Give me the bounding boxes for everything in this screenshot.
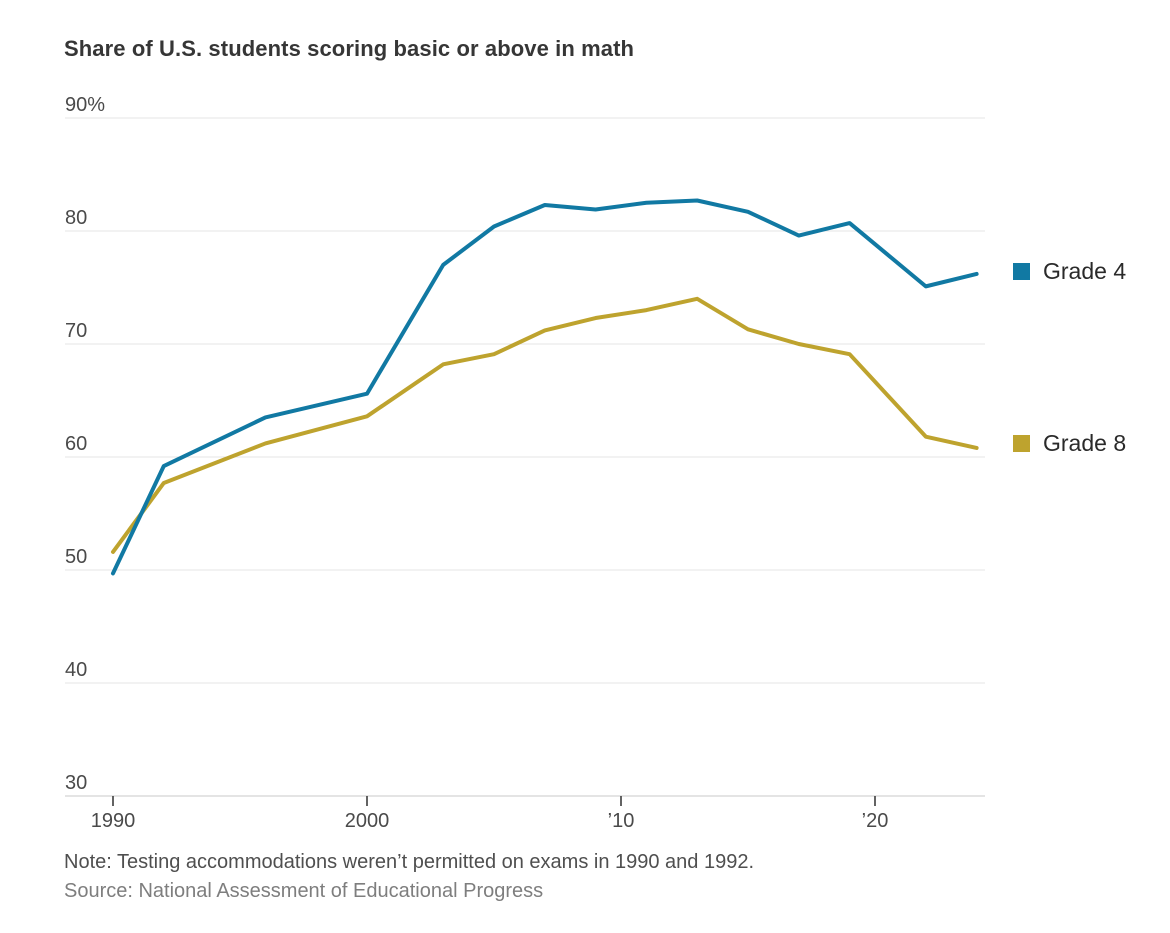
chart-note: Note: Testing accommodations weren’t per… xyxy=(64,851,755,873)
chart-title: Share of U.S. students scoring basic or … xyxy=(64,36,635,61)
legend-label-grade-8: Grade 8 xyxy=(1043,430,1127,456)
x-tick-label-1990: 1990 xyxy=(91,810,136,832)
x-tick-label-2010: ’10 xyxy=(608,810,635,832)
y-tick-label-60: 60 xyxy=(65,433,87,455)
x-tick-label-2000: 2000 xyxy=(345,810,390,832)
grade-4-line xyxy=(111,198,979,576)
y-tick-label-70: 70 xyxy=(65,320,87,342)
grade-8-swatch-icon xyxy=(1013,435,1030,452)
chart-source: Source: National Assessment of Education… xyxy=(64,880,544,902)
y-tick-label-30: 30 xyxy=(65,772,87,794)
legend-item-grade-4: Grade 4 xyxy=(1013,258,1126,285)
legend-item-grade-8: Grade 8 xyxy=(1013,430,1126,457)
x-tick-label-2020: ’20 xyxy=(862,810,889,832)
grade-8-line xyxy=(111,296,979,554)
y-tick-label-80: 80 xyxy=(65,207,87,229)
grade-4-swatch-icon xyxy=(1013,263,1030,280)
y-tick-label-40: 40 xyxy=(65,659,87,681)
legend-label-grade-4: Grade 4 xyxy=(1043,258,1127,284)
chart-footer: Note: Testing accommodations weren’t per… xyxy=(64,851,1114,903)
y-tick-label-90: 90% xyxy=(65,94,105,116)
y-tick-label-50: 50 xyxy=(65,546,87,568)
